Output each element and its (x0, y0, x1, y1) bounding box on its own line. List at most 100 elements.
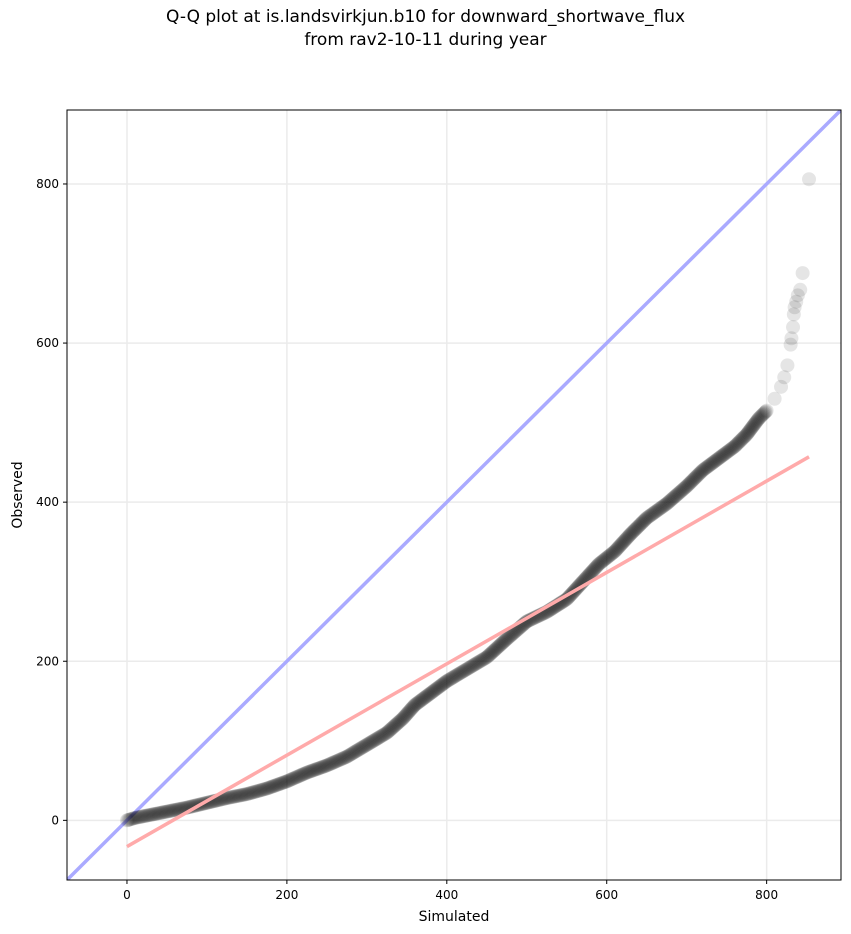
qq-point (141, 808, 156, 823)
qq-point (170, 802, 185, 817)
qq-point (219, 791, 234, 806)
qq-point (422, 686, 437, 701)
qq-point (755, 408, 770, 423)
qq-point (399, 707, 414, 722)
qq-point (302, 764, 317, 779)
qq-point (304, 764, 319, 779)
qq-point (731, 435, 746, 450)
qq-point (722, 443, 737, 458)
qq-point (638, 512, 653, 527)
qq-point (282, 773, 297, 788)
qq-point (142, 808, 157, 823)
qq-point (353, 741, 368, 756)
qq-point (307, 762, 322, 777)
qq-point (299, 765, 314, 780)
qq-point (624, 526, 639, 541)
qq-point (329, 754, 344, 769)
qq-point (706, 454, 721, 469)
qq-point (171, 802, 186, 817)
qq-point (397, 709, 412, 724)
qq-point (653, 501, 668, 516)
qq-point (685, 473, 700, 488)
qq-point (396, 710, 411, 725)
qq-point (582, 566, 597, 581)
qq-point (148, 806, 163, 821)
qq-point (713, 450, 728, 465)
qq-point (357, 739, 372, 754)
qq-point (433, 679, 448, 694)
qq-point (670, 487, 685, 502)
qq-point (660, 495, 675, 510)
qq-point (268, 778, 283, 793)
qq-point (450, 667, 465, 682)
qq-point (683, 475, 698, 490)
qq-point (458, 662, 473, 677)
qq-point (164, 803, 179, 818)
qq-point (715, 448, 730, 463)
qq-point (589, 559, 604, 574)
qq-point (758, 404, 773, 419)
qq-point (348, 744, 363, 759)
qq-point (398, 708, 413, 723)
qq-point (319, 758, 334, 773)
qq-point (441, 672, 456, 687)
qq-point (411, 695, 426, 710)
qq-point (631, 519, 646, 534)
qq-point (466, 658, 481, 673)
qq-point (432, 679, 447, 694)
qq-point (135, 809, 150, 824)
qq-point (659, 496, 674, 511)
qq-point (222, 790, 237, 805)
chart-title-line-2: from rav2-10-11 during year (304, 30, 547, 50)
qq-point (636, 514, 651, 529)
qq-point (610, 541, 625, 556)
qq-point (349, 744, 364, 759)
qq-point (615, 535, 630, 550)
qq-point (708, 453, 723, 468)
qq-point (619, 531, 634, 546)
qq-point (790, 288, 805, 303)
qq-point (651, 502, 666, 517)
qq-point (267, 778, 282, 793)
qq-point (277, 775, 292, 790)
qq-point (162, 804, 177, 819)
qq-point (697, 461, 712, 476)
qq-point (474, 653, 489, 668)
qq-point (429, 681, 444, 696)
qq-point (471, 655, 486, 670)
qq-point (618, 533, 633, 548)
qq-point (442, 672, 457, 687)
qq-point (627, 523, 642, 538)
qq-point (737, 429, 752, 444)
qq-point (132, 810, 147, 824)
qq-point (738, 428, 753, 443)
qq-point (275, 775, 290, 790)
qq-point (234, 788, 249, 803)
qq-point (748, 415, 763, 430)
qq-point (283, 772, 298, 787)
qq-point (759, 403, 774, 418)
qq-point (374, 728, 389, 743)
qq-point (745, 419, 760, 434)
qq-point (637, 513, 652, 528)
qq-point (154, 805, 169, 820)
qq-point (635, 515, 650, 530)
qq-point (492, 638, 507, 653)
qq-point (743, 421, 758, 436)
qq-point (667, 489, 682, 504)
qq-point (645, 506, 660, 521)
qq-point (585, 564, 600, 579)
qq-point (359, 737, 374, 752)
qq-point (612, 539, 627, 554)
qq-point (482, 647, 497, 662)
qq-point (266, 779, 281, 794)
qq-point (370, 731, 385, 746)
qq-point (239, 787, 254, 802)
qq-point (435, 677, 450, 692)
qq-point (729, 437, 744, 452)
qq-point (375, 728, 390, 743)
qq-point (674, 484, 689, 499)
qq-point (590, 558, 605, 573)
qq-point (367, 733, 382, 748)
qq-point (613, 538, 628, 553)
